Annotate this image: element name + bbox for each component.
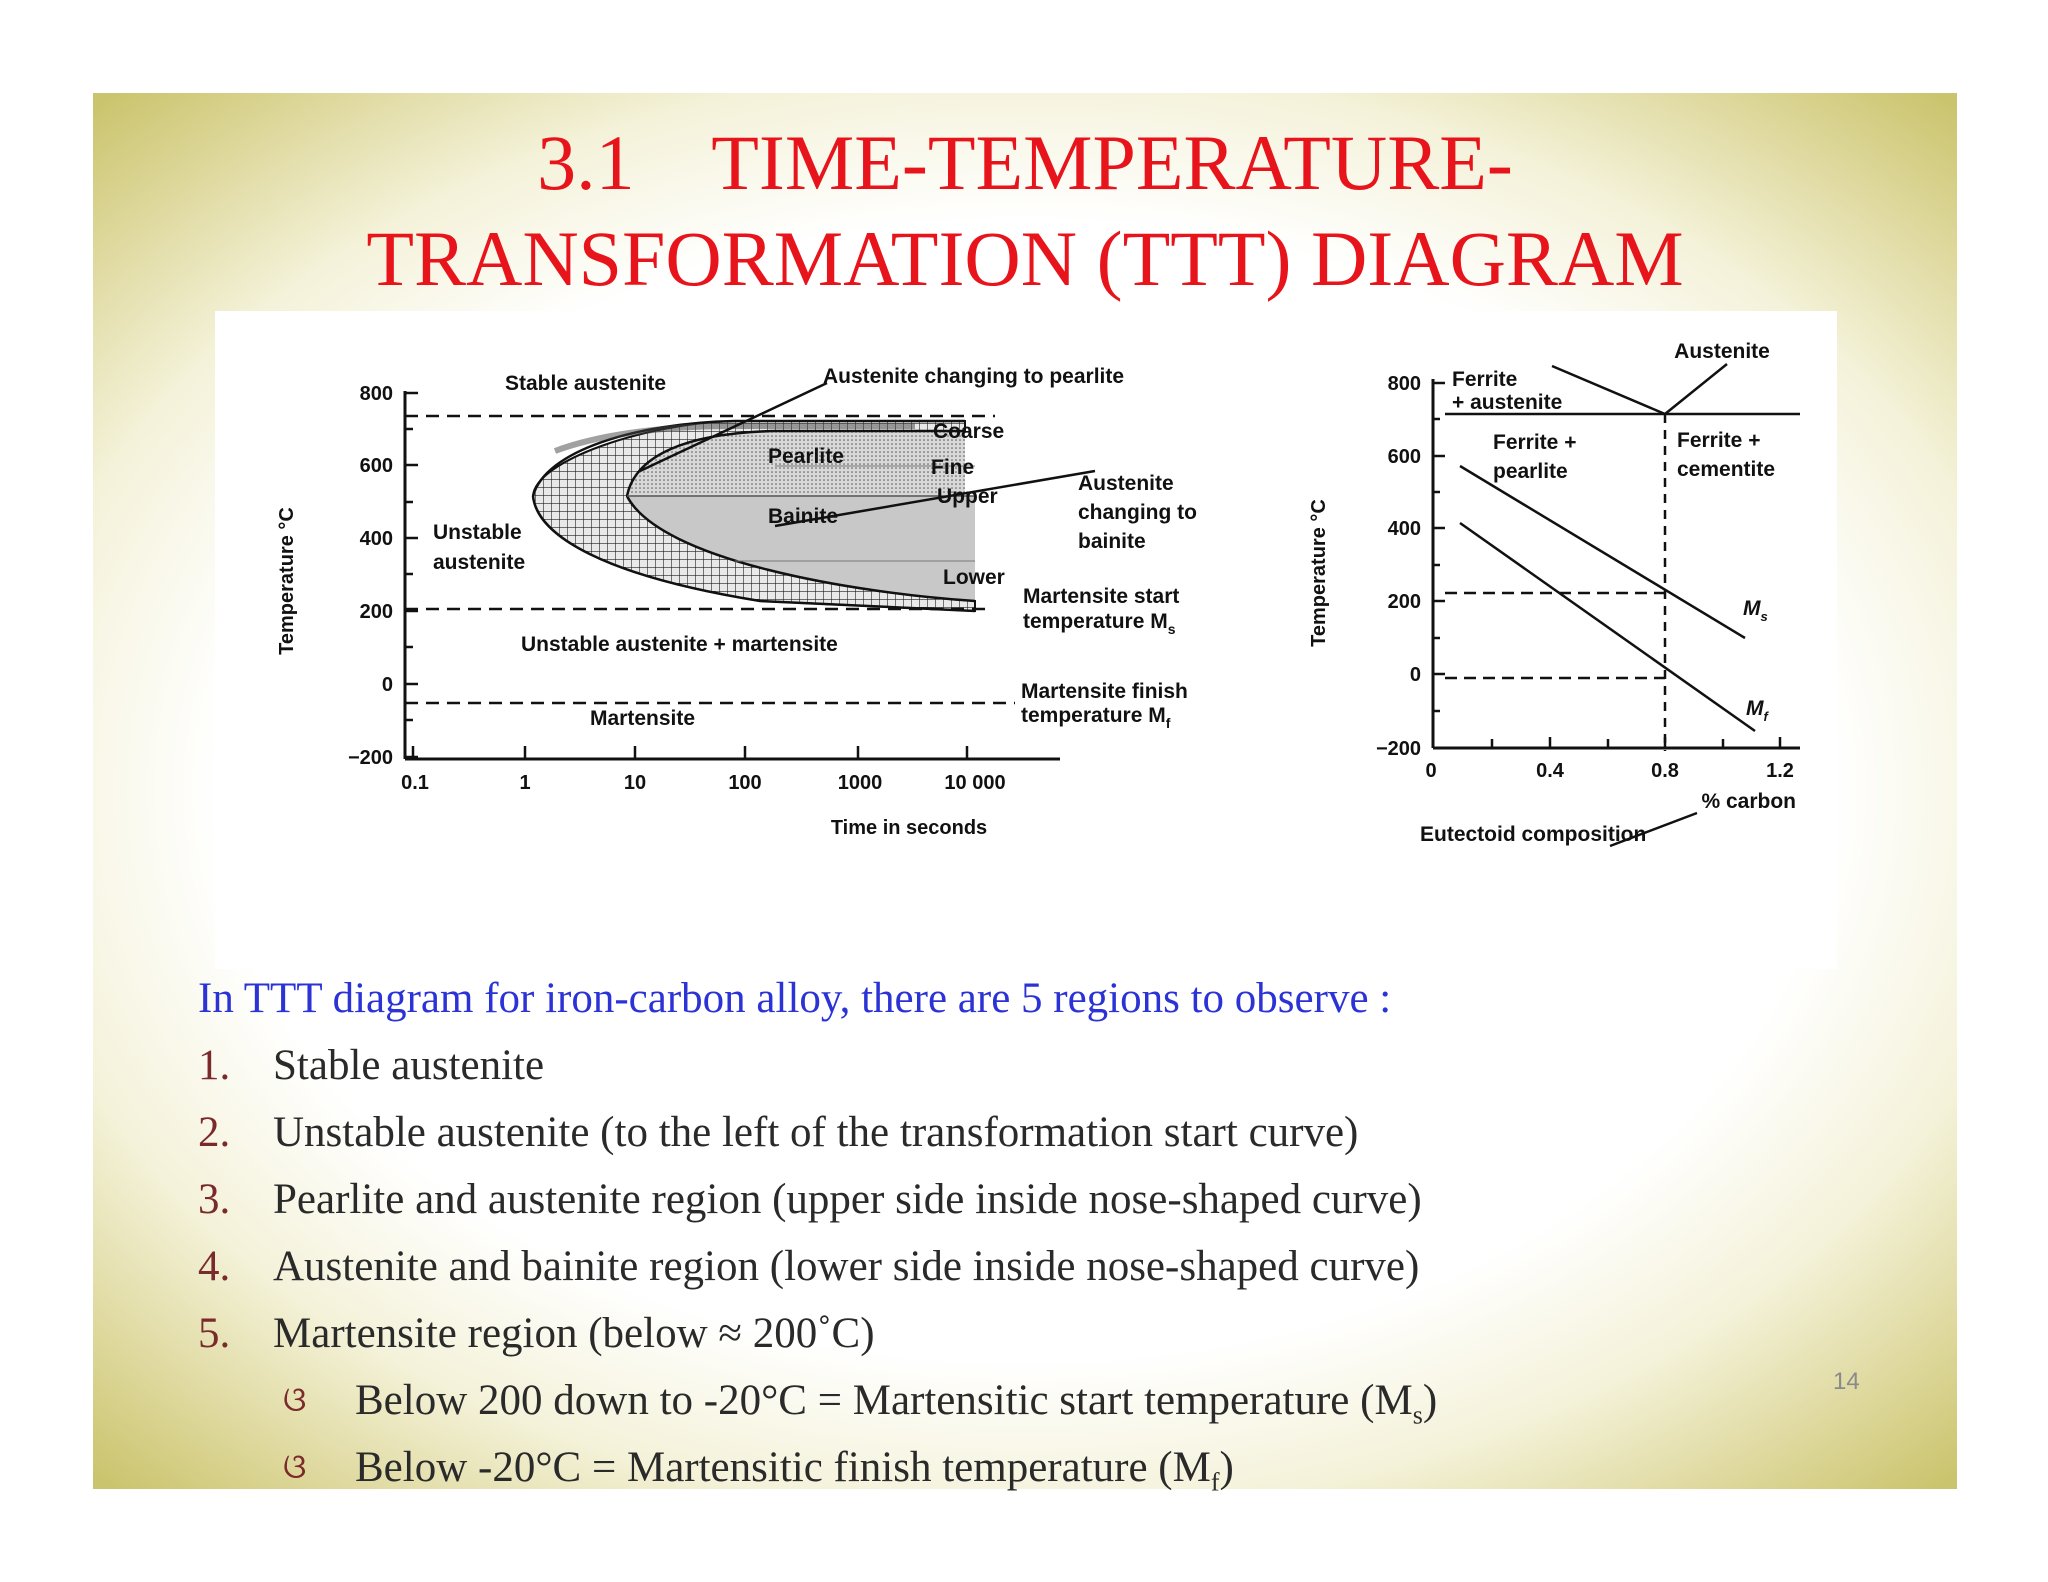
phase-ytick-600: 600 (1388, 446, 1421, 468)
list-number: 5. (198, 1310, 231, 1357)
list-text: Pearlite and austenite region (upper sid… (273, 1176, 1422, 1223)
list-item: 4. Austenite and bainite region (lower s… (198, 1241, 1838, 1293)
phase-label-austenite: Austenite (1674, 340, 1770, 363)
ttt-label-stable-austenite: Stable austenite (505, 372, 666, 395)
phase-label-ferrite: Ferrite (1452, 368, 1517, 391)
ttt-label-ms-2: temperature Ms (1023, 610, 1176, 637)
ttt-label-austenite-changing-3: bainite (1078, 530, 1146, 553)
list-item: 5. Martensite region (below ≈ 200˚C) (198, 1308, 1838, 1360)
ttt-label-upper: Upper (937, 485, 998, 508)
phase-xtick-0-8: 0.8 (1651, 760, 1679, 782)
ttt-xtick-10000: 10 000 (944, 772, 1005, 794)
phase-label-ferrite-plus-1: Ferrite + (1493, 431, 1576, 454)
phase-xtick-0-4: 0.4 (1536, 760, 1565, 782)
list-item: 1. Stable austenite (198, 1040, 1838, 1092)
body-text: In TTT diagram for iron-carbon alloy, th… (198, 973, 1838, 1509)
phase-ytick-800: 800 (1388, 373, 1421, 395)
list-text: Unstable austenite (to the left of the t… (273, 1109, 1359, 1156)
ttt-ytick-0: 0 (382, 674, 393, 696)
ttt-ytick-200: 200 (360, 601, 393, 623)
list-number: 1. (198, 1042, 231, 1089)
list-number: 3. (198, 1176, 231, 1223)
phase-ytick-minus200: −200 (1376, 738, 1421, 760)
phase-mf-line (1459, 521, 1756, 733)
ttt-xtick-100: 100 (728, 772, 761, 794)
phase-label-ms: Ms (1743, 597, 1768, 624)
list-number: 4. (198, 1243, 231, 1290)
list-text: Stable austenite (273, 1042, 545, 1089)
ttt-label-lower: Lower (943, 566, 1005, 589)
ttt-xtick-10: 10 (624, 772, 646, 794)
ttt-label-pearlite: Pearlite (768, 445, 844, 468)
ttt-label-austenite-to-pearlite: Austenite changing to pearlite (823, 365, 1124, 388)
phase-diagram: 800 600 400 200 0 −200 0 0.4 0.8 1.2 Tem… (1308, 340, 1800, 848)
ttt-label-fine: Fine (931, 456, 974, 479)
slide-title-line-1: 3.1 TIME-TEMPERATURE- (537, 119, 1513, 206)
ttt-label-austenite-changing-1: Austenite (1078, 472, 1174, 495)
phase-xtick-1-2: 1.2 (1766, 760, 1794, 782)
diagrams-svg: 800 600 400 200 0 −200 0.1 1 10 100 1000… (276, 340, 1800, 848)
list-text: Austenite and bainite region (lower side… (273, 1243, 1420, 1290)
ttt-pearlite-region (627, 431, 965, 496)
ttt-xtick-0-1: 0.1 (401, 772, 429, 794)
slide-title: 3.1 TIME-TEMPERATURE- TRANSFORMATION (TT… (93, 115, 1957, 307)
phase-xtick-0: 0 (1425, 760, 1436, 782)
phase-label-cementite: cementite (1677, 458, 1775, 481)
diagrams-figure: 800 600 400 200 0 −200 0.1 1 10 100 1000… (215, 311, 1837, 969)
ttt-label-austenite: austenite (433, 551, 525, 574)
ttt-label-ms-1: Martensite start (1023, 585, 1179, 608)
slide-background: 3.1 TIME-TEMPERATURE- TRANSFORMATION (TT… (93, 93, 1957, 1497)
ttt-x-axis-label: Time in seconds (831, 817, 987, 839)
ttt-ytick-600: 600 (360, 455, 393, 477)
phase-x-axis-label: % carbon (1701, 790, 1796, 813)
list-item: 3. Pearlite and austenite region (upper … (198, 1174, 1838, 1226)
ttt-label-martensite: Martensite (590, 707, 695, 730)
ttt-ytick-400: 400 (360, 528, 393, 550)
sub-list-item: ଓ Below -20°C = Martensitic finish tempe… (198, 1442, 1838, 1497)
list-number: 2. (198, 1109, 231, 1156)
phase-ytick-0: 0 (1410, 664, 1421, 686)
ttt-xtick-1: 1 (519, 772, 530, 794)
phase-y-axis-label: Temperature °C (1308, 499, 1330, 647)
ttt-label-bainite: Bainite (768, 505, 838, 528)
phase-label-ferrite-plus-2: Ferrite + (1677, 429, 1760, 452)
intro-text: In TTT diagram for iron-carbon alloy, th… (198, 975, 1392, 1022)
ttt-label-unstable: Unstable (433, 521, 522, 544)
list-item: 2. Unstable austenite (to the left of th… (198, 1107, 1838, 1159)
sub-text: Below -20°C = Martensitic finish tempera… (355, 1444, 1234, 1497)
sub-bullet-icon: ଓ (283, 1449, 307, 1486)
ttt-label-mf-1: Martensite finish (1021, 680, 1188, 703)
slide-title-line-2: TRANSFORMATION (TTT) DIAGRAM (366, 215, 1684, 302)
page-number: 14 (1833, 1368, 1860, 1395)
phase-label-eutectoid: Eutectoid composition (1420, 823, 1646, 846)
phase-label-pearlite: pearlite (1493, 460, 1568, 483)
sub-text: Below 200 down to -20°C = Martensitic st… (355, 1377, 1438, 1430)
ttt-y-axis-label: Temperature °C (276, 507, 298, 655)
ttt-ytick-800: 800 (360, 383, 393, 405)
phase-label-plus-austenite: + austenite (1452, 391, 1562, 414)
ttt-diagram: 800 600 400 200 0 −200 0.1 1 10 100 1000… (276, 365, 1197, 839)
ttt-label-austenite-changing-2: changing to (1078, 501, 1197, 524)
phase-ytick-400: 400 (1388, 518, 1421, 540)
sub-list-item: ଓ Below 200 down to -20°C = Martensitic … (198, 1375, 1838, 1430)
ttt-bainite-region (627, 496, 975, 601)
ttt-ytick-minus200: −200 (348, 747, 393, 769)
ttt-label-coarse: Coarse (933, 420, 1004, 443)
phase-ytick-200: 200 (1388, 591, 1421, 613)
phase-ms-line (1459, 464, 1746, 640)
phase-label-mf: Mf (1746, 697, 1770, 724)
ttt-label-mf-2: temperature Mf (1021, 704, 1171, 731)
list-text: Martensite region (below ≈ 200˚C) (273, 1310, 875, 1357)
phase-austenite-boundary (1551, 363, 1728, 416)
sub-bullet-icon: ଓ (283, 1382, 307, 1419)
ttt-label-unstable-austenite-martensite: Unstable austenite + martensite (521, 633, 838, 656)
ttt-xtick-1000: 1000 (838, 772, 883, 794)
